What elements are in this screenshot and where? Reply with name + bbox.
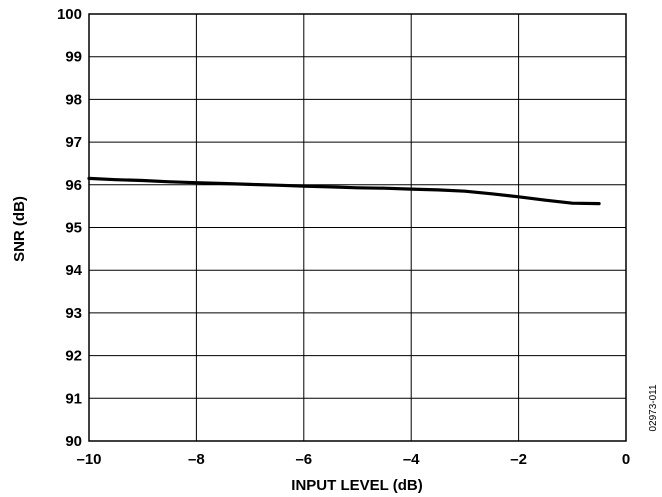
y-tick-label: 99: [65, 49, 82, 66]
x-tick-label: 0: [622, 451, 630, 468]
y-tick-label: 100: [57, 6, 82, 23]
y-tick-label: 91: [65, 390, 82, 407]
figure-id: 02973-011: [648, 384, 659, 432]
x-tick-label: –8: [188, 451, 205, 468]
y-tick-label: 92: [65, 348, 82, 365]
series-layer: [87, 176, 601, 206]
x-tick-label: –2: [510, 451, 527, 468]
y-tick-label: 98: [65, 91, 82, 108]
y-tick-label: 90: [65, 433, 82, 450]
series-line-0: [87, 176, 601, 206]
x-axis-title: INPUT LEVEL (dB): [291, 477, 422, 494]
y-axis-title: SNR (dB): [11, 196, 28, 262]
x-tick-labels: –10 –8 –6 –4 –2 0: [76, 451, 630, 468]
x-tick-label: –6: [295, 451, 312, 468]
y-tick-label: 97: [65, 134, 82, 151]
y-tick-label: 96: [65, 177, 82, 194]
plot-frame: [88, 13, 627, 442]
x-tick-label: –4: [403, 451, 420, 468]
grid-lines: [88, 13, 627, 442]
x-tick-label: –10: [76, 451, 101, 468]
y-tick-label: 93: [65, 305, 82, 322]
y-tick-label: 94: [65, 262, 82, 279]
y-tick-label: 95: [65, 220, 82, 237]
y-tick-labels: 90 91 92 93 94 95 96 97 98 99 100: [57, 6, 83, 450]
